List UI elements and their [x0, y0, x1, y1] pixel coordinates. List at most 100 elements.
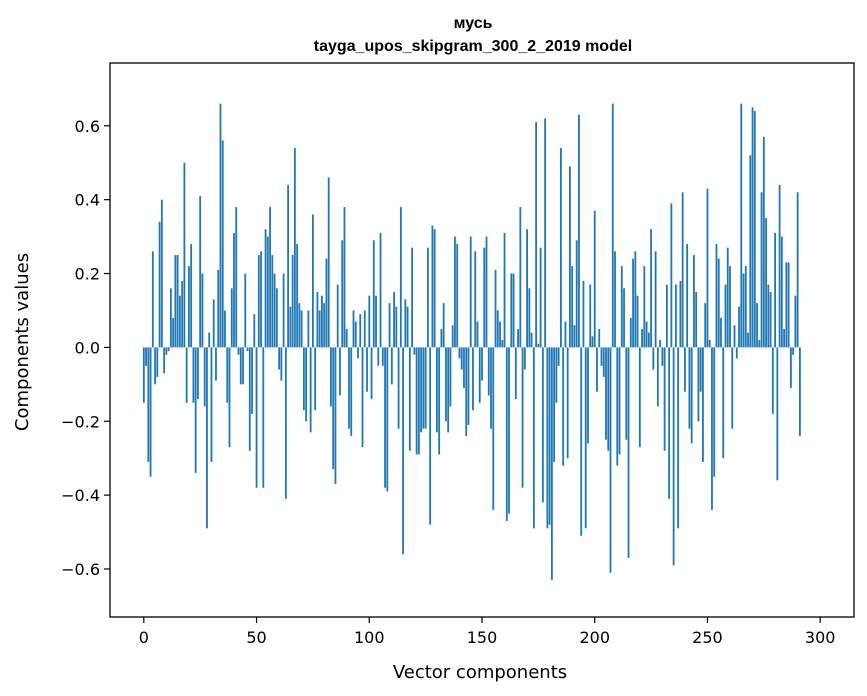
bar: [442, 303, 445, 348]
bar: [341, 240, 344, 348]
bar: [645, 321, 648, 348]
bar: [167, 347, 170, 352]
bar: [539, 247, 542, 348]
x-tick-label: 0: [139, 628, 149, 647]
bar: [600, 347, 603, 366]
bar: [327, 177, 330, 348]
bar: [636, 295, 639, 348]
bar: [345, 328, 348, 348]
bar: [688, 347, 691, 429]
y-axis-label: Components values: [12, 253, 33, 431]
bar: [587, 347, 589, 444]
bar: [726, 247, 729, 348]
bar: [239, 347, 242, 385]
bar: [656, 347, 659, 407]
bar: [201, 273, 204, 348]
bar: [151, 251, 154, 348]
bar: [424, 347, 427, 429]
bar: [496, 310, 499, 348]
bar: [490, 347, 492, 429]
bar: [510, 273, 513, 348]
bar: [724, 284, 727, 348]
bar: [145, 347, 147, 366]
bar: [199, 195, 202, 348]
bar: [789, 347, 792, 389]
bar: [562, 347, 565, 466]
bar: [395, 306, 398, 348]
bar: [598, 328, 601, 348]
bar: [591, 336, 594, 348]
bar: [316, 291, 319, 348]
bar: [393, 291, 395, 348]
bar: [183, 162, 186, 348]
bar: [765, 218, 767, 348]
bar: [616, 347, 619, 466]
bar: [544, 118, 547, 348]
bar: [305, 347, 308, 422]
bar: [451, 325, 454, 348]
y-tick-label: 0.4: [75, 191, 100, 210]
bar: [623, 288, 625, 348]
bar: [463, 347, 465, 389]
bar: [447, 347, 450, 433]
bar: [521, 347, 524, 488]
bar: [307, 310, 310, 348]
bar: [661, 347, 664, 366]
bar: [758, 340, 761, 348]
bar: [699, 347, 702, 392]
bar: [614, 251, 616, 348]
bar: [298, 303, 301, 348]
bar: [147, 347, 150, 462]
bar: [404, 299, 407, 348]
bar: [149, 347, 152, 477]
bar: [785, 262, 788, 348]
bar: [334, 347, 337, 485]
y-tick-label: −0.2: [61, 412, 100, 431]
bar: [264, 229, 267, 348]
x-tick-label: 100: [354, 628, 385, 647]
bar: [372, 240, 375, 348]
bar: [485, 236, 488, 348]
bar: [537, 343, 540, 348]
bar: [663, 347, 666, 451]
plot-frame: [109, 62, 855, 618]
bar: [731, 347, 734, 429]
bar: [605, 347, 607, 440]
bar: [584, 347, 587, 529]
bar: [312, 214, 314, 348]
bar: [706, 188, 709, 348]
bar: [575, 240, 578, 348]
bar: [440, 328, 443, 348]
bar: [665, 284, 668, 348]
bar: [194, 347, 197, 473]
bar: [352, 310, 355, 348]
bar: [257, 255, 260, 348]
bar: [278, 347, 280, 370]
bar: [474, 251, 477, 348]
bar: [415, 347, 418, 455]
bar: [569, 166, 571, 348]
bar: [422, 347, 425, 429]
bar: [641, 328, 643, 348]
bar: [224, 310, 226, 348]
bar: [693, 255, 695, 348]
bar: [564, 321, 567, 348]
bar: [647, 332, 650, 348]
bar: [557, 347, 560, 366]
bar: [702, 347, 704, 462]
bar: [792, 347, 795, 355]
y-tick-label: 0.2: [75, 265, 100, 284]
bar: [275, 288, 278, 348]
bar: [609, 347, 612, 573]
bar: [363, 310, 366, 348]
bar: [235, 207, 238, 348]
bar: [185, 347, 188, 403]
bar: [188, 266, 190, 348]
y-tick-label: −0.4: [61, 486, 100, 505]
bar: [632, 258, 634, 348]
bar: [611, 103, 614, 348]
bar: [370, 347, 373, 400]
bar: [217, 269, 220, 348]
bar: [532, 347, 535, 529]
